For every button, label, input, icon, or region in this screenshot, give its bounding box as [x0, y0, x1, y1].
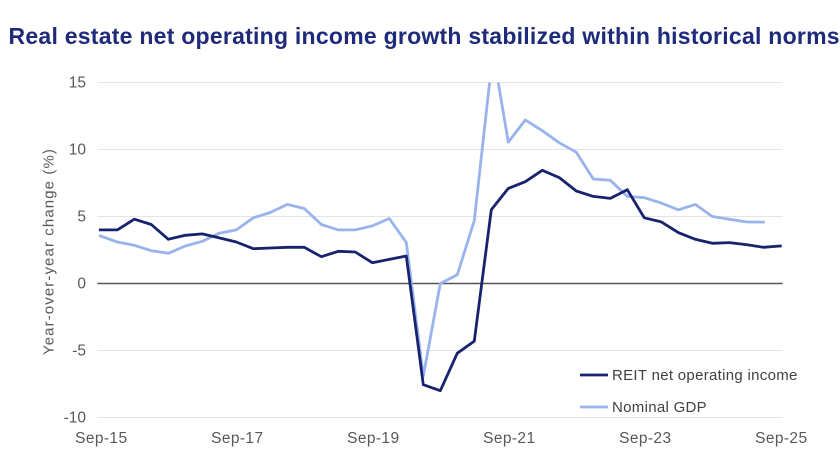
svg-text:Sep-19: Sep-19 [347, 430, 399, 447]
svg-text:Real estate net operating inco: Real estate net operating income growth … [9, 23, 840, 49]
svg-text:10: 10 [69, 142, 87, 159]
svg-text:Sep-17: Sep-17 [211, 430, 263, 447]
svg-text:Year-over-year change (%): Year-over-year change (%) [41, 148, 58, 355]
svg-text:Sep-15: Sep-15 [75, 430, 127, 447]
svg-text:-10: -10 [64, 410, 87, 427]
svg-text:-5: -5 [72, 343, 86, 360]
svg-text:15: 15 [69, 75, 86, 92]
svg-text:Sep-23: Sep-23 [619, 430, 671, 447]
svg-text:5: 5 [77, 209, 86, 226]
svg-text:Sep-25: Sep-25 [755, 430, 807, 447]
svg-text:Sep-21: Sep-21 [483, 430, 535, 447]
svg-text:0: 0 [77, 276, 86, 293]
svg-text:REIT net operating income: REIT net operating income [612, 367, 798, 384]
svg-text:Nominal GDP: Nominal GDP [612, 399, 707, 416]
